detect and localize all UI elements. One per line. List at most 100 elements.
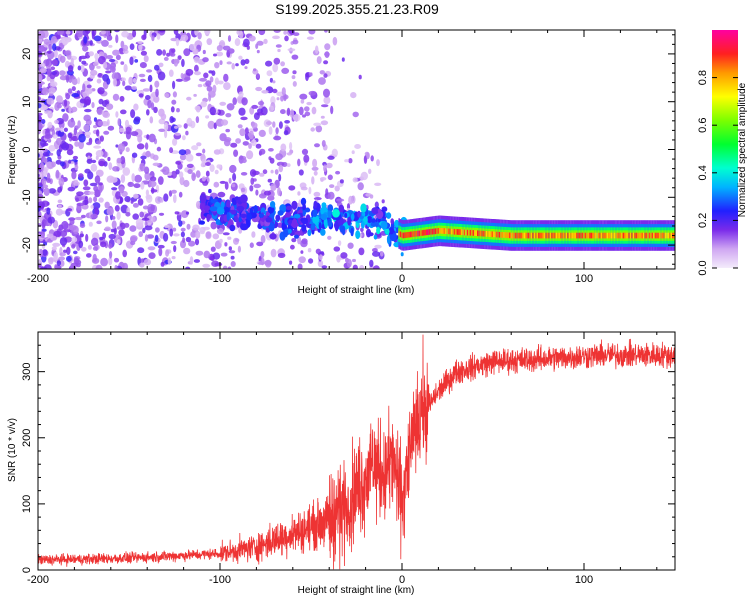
spectrogram-signal-cell — [203, 205, 211, 211]
spectrogram-noise-cell — [354, 144, 361, 149]
spectrogram-noise-cell — [189, 43, 197, 51]
spectrogram-carrier-cell — [660, 232, 662, 239]
spectrogram-noise-cell — [255, 189, 259, 196]
spectrogram-noise-cell — [91, 102, 95, 109]
spectrogram-noise-cell — [172, 227, 177, 232]
spectrogram-noise-cell — [246, 45, 250, 50]
spectrogram-noise-cell — [191, 145, 199, 151]
spectrogram-noise-cell — [183, 48, 191, 57]
spectrogram-carrier-cell — [469, 229, 472, 236]
spectrogram-noise-cell — [71, 86, 76, 92]
spectrogram-noise-cell — [84, 131, 91, 136]
spectrogram-noise-cell — [146, 234, 155, 239]
spectrogram-noise-cell — [188, 240, 196, 247]
spectrogram-noise-cell — [49, 152, 54, 156]
spectrogram-noise-cell — [210, 221, 217, 230]
spectrogram-carrier-cell — [606, 232, 609, 239]
spectrogram-signal-cell — [386, 212, 392, 219]
spectrogram-noise-cell — [238, 55, 243, 60]
spectrogram-noise-cell — [205, 231, 211, 239]
spectrogram-noise-cell — [260, 235, 266, 244]
spectrogram-carrier-cell — [619, 232, 622, 239]
spectrogram-noise-cell — [358, 247, 365, 256]
spectrogram-noise-cell — [158, 128, 166, 132]
spectrogram-noise-cell — [46, 97, 55, 105]
spectrogram-noise-cell — [324, 51, 330, 58]
spectrogram-noise-cell — [147, 99, 152, 109]
spectrogram-noise-cell — [78, 240, 84, 249]
spectrogram-noise-cell — [298, 256, 306, 264]
spectrogram-noise-cell — [124, 196, 131, 203]
spectrogram-noise-cell — [212, 84, 217, 94]
spectrogram-noise-cell — [213, 122, 217, 130]
spectrogram-noise-cell — [228, 250, 236, 254]
spectrogram-noise-cell — [121, 30, 129, 38]
spectrogram-noise-cell — [85, 152, 93, 158]
spectrogram-noise-cell — [52, 242, 61, 247]
spectrogram-noise-cell — [313, 170, 318, 176]
spectrogram-noise-cell — [253, 183, 261, 189]
spectrogram-carrier-cell — [592, 232, 594, 239]
spectrogram-noise-cell — [206, 38, 213, 46]
spectrogram-noise-cell — [288, 185, 296, 191]
spectrogram-carrier-cell — [456, 229, 459, 235]
spectrogram-noise-cell — [255, 86, 263, 92]
spectrogram-noise-cell — [102, 111, 111, 118]
spectrogram-noise-cell — [146, 134, 150, 140]
spectrogram-noise-cell — [359, 265, 365, 269]
spectrogram-noise-cell — [157, 244, 165, 249]
spectrogram-noise-cell — [93, 35, 102, 42]
spectrogram-signal-cell — [229, 224, 236, 232]
spectrogram-carrier-cell — [449, 228, 451, 235]
spectrogram-carrier-cell — [552, 232, 555, 239]
spectrogram-carrier-cell — [401, 232, 403, 238]
spectrogram-noise-cell — [183, 179, 190, 188]
snr-ylabel: SNR (10 * v/v) — [7, 418, 18, 482]
spectrogram-noise-cell — [171, 256, 176, 260]
spectrogram-noise-cell — [194, 238, 200, 246]
spectrogram-noise-cell — [125, 147, 130, 153]
spectrogram-noise-cell — [380, 251, 384, 257]
spectrogram-noise-cell — [56, 137, 62, 146]
spectrogram-carrier-cell — [574, 232, 577, 239]
spectrogram-noise-cell — [91, 30, 95, 40]
spectrogram-noise-cell — [77, 120, 81, 129]
spectrogram-noise-cell — [227, 266, 232, 269]
spectrogram-signal-cell — [226, 211, 230, 222]
spectrogram-carrier-cell — [560, 232, 562, 239]
spectrogram-noise-cell — [38, 103, 42, 109]
spectrogram-noise-cell — [96, 220, 102, 225]
spectrogram-signal-cell — [305, 207, 311, 213]
spectrogram-noise-cell — [140, 155, 147, 160]
spectrogram-noise-cell — [191, 172, 196, 182]
spectrogram-noise-cell — [334, 185, 340, 192]
spectrogram-noise-cell — [297, 263, 303, 269]
spectrogram-noise-cell — [233, 149, 239, 157]
spectrogram-noise-cell — [280, 143, 287, 152]
spectrogram-signal-cell — [388, 227, 395, 235]
spectrogram-signal-cell — [400, 252, 404, 257]
spectrogram-noise-cell — [275, 153, 283, 161]
spectrogram-noise-cell — [156, 146, 162, 152]
spectrogram-noise-cell — [145, 150, 151, 158]
spectrogram-noise-cell — [306, 36, 314, 40]
spectrogram-noise-cell — [88, 191, 95, 195]
spectrogram-noise-cell — [364, 151, 370, 156]
spectrogram-noise-cell — [228, 48, 235, 54]
spectrogram-noise-cell — [251, 122, 258, 129]
spectrogram-noise-cell — [102, 232, 106, 239]
spectrogram-carrier-cell — [532, 232, 534, 239]
spectrogram-carrier-cell — [648, 232, 651, 239]
spectrogram-noise-cell — [205, 170, 210, 177]
spectrogram-noise-cell — [225, 128, 230, 133]
spectrogram-carrier-cell — [453, 228, 456, 235]
spectrogram-noise-cell — [72, 225, 79, 235]
spectrogram-carrier-cell — [539, 232, 542, 239]
spectrogram-noise-cell — [162, 49, 167, 56]
spectrogram-noise-cell — [57, 199, 63, 204]
spectrogram-noise-cell — [327, 155, 335, 160]
spectrogram-noise-cell — [202, 49, 206, 55]
spectrogram-noise-cell — [74, 257, 80, 265]
spectrogram-carrier-cell — [631, 232, 633, 239]
spectrogram-noise-cell — [255, 43, 259, 49]
